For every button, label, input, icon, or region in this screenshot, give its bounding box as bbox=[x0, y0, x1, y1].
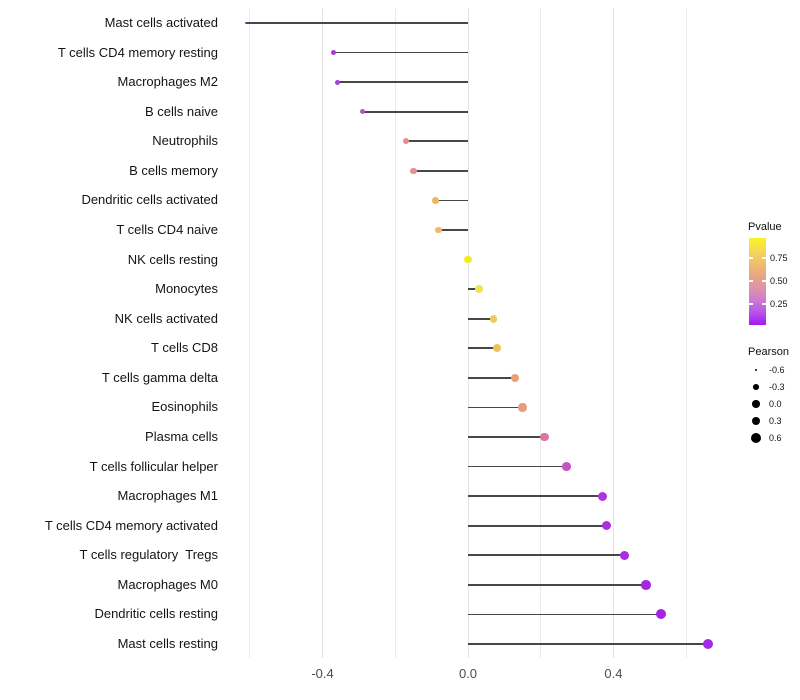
category-label: T cells gamma delta bbox=[101, 369, 218, 385]
lollipop-segment bbox=[468, 288, 479, 290]
category-label: Dendritic cells resting bbox=[94, 606, 218, 622]
category-label: Macrophages M2 bbox=[117, 74, 218, 90]
colorbar-tick bbox=[749, 280, 753, 282]
category-label: NK cells activated bbox=[114, 310, 218, 326]
lollipop-segment bbox=[438, 229, 468, 231]
lollipop-dot bbox=[511, 373, 520, 382]
lollipop-dot bbox=[561, 462, 571, 471]
pvalue-legend-title: Pvalue bbox=[748, 221, 782, 233]
category-label: Monocytes bbox=[155, 281, 218, 297]
lollipop-segment bbox=[333, 51, 468, 54]
pearson-size-dot bbox=[751, 416, 761, 426]
gridline bbox=[249, 8, 251, 658]
lollipop-dot bbox=[540, 432, 549, 442]
gridline bbox=[685, 8, 687, 658]
lollipop-dot bbox=[245, 21, 248, 25]
colorbar-tick bbox=[749, 257, 753, 259]
gridline bbox=[467, 8, 469, 658]
colorbar-tick bbox=[762, 303, 766, 305]
lollipop-segment bbox=[468, 495, 603, 497]
lollipop-dot bbox=[431, 196, 439, 204]
lollipop-dot bbox=[518, 403, 527, 412]
gridline bbox=[540, 8, 542, 658]
pearson-size-label: 0.6 bbox=[769, 433, 782, 443]
pvalue-tick-label: 0.25 bbox=[770, 299, 788, 309]
lollipop-segment bbox=[468, 643, 708, 645]
lollipop-segment bbox=[246, 22, 468, 24]
pvalue-colorbar bbox=[749, 238, 766, 325]
category-label: Plasma cells bbox=[145, 428, 218, 444]
category-label: Mast cells activated bbox=[104, 15, 218, 30]
lollipop-segment bbox=[468, 465, 567, 468]
colorbar-tick bbox=[749, 303, 753, 305]
pearson-size-dot bbox=[750, 432, 762, 444]
lollipop-dot bbox=[702, 638, 714, 650]
lollipop-dot bbox=[334, 79, 340, 85]
lollipop-dot bbox=[330, 50, 336, 56]
category-label: Dendritic cells activated bbox=[81, 192, 218, 208]
colorbar-tick bbox=[762, 257, 766, 259]
lollipop-dot bbox=[489, 314, 498, 323]
lollipop-segment bbox=[468, 347, 498, 350]
lollipop-dot bbox=[435, 226, 443, 234]
lollipop-segment bbox=[468, 377, 516, 379]
category-label: Neutrophils bbox=[152, 133, 218, 149]
category-label: NK cells resting bbox=[127, 251, 218, 267]
gridline bbox=[612, 8, 614, 658]
lollipop-dot bbox=[464, 255, 472, 264]
pearson-size-dot bbox=[753, 384, 759, 390]
x-tick-label: 0.0 bbox=[458, 666, 478, 681]
lollipop-dot bbox=[601, 521, 611, 531]
colorbar-tick bbox=[762, 280, 766, 282]
lollipop-dot bbox=[403, 138, 410, 145]
lollipop-segment bbox=[468, 554, 625, 557]
lollipop-segment bbox=[337, 81, 468, 83]
lollipop-dot bbox=[597, 491, 608, 501]
pearson-size-label: 0.0 bbox=[769, 399, 782, 409]
category-label: T cells regulatory Tregs bbox=[79, 547, 218, 563]
lollipop-dot bbox=[493, 344, 501, 353]
category-label: Macrophages M1 bbox=[117, 488, 218, 504]
pearson-size-label: -0.6 bbox=[769, 365, 785, 375]
x-tick-label: -0.4 bbox=[311, 666, 334, 681]
lollipop-segment bbox=[468, 524, 607, 527]
category-label: T cells follicular helper bbox=[89, 458, 218, 474]
category-label: T cells CD8 bbox=[151, 340, 218, 356]
x-tick-label: 0.4 bbox=[604, 666, 623, 681]
gridline bbox=[394, 8, 396, 658]
lollipop-segment bbox=[406, 140, 468, 143]
pearson-size-dot bbox=[752, 400, 760, 408]
pearson-legend-title: Pearson bbox=[748, 346, 789, 358]
gridline bbox=[322, 8, 324, 658]
category-label: T cells CD4 memory resting bbox=[57, 44, 218, 60]
category-label: Eosinophils bbox=[151, 399, 219, 415]
category-label: B cells naive bbox=[145, 103, 218, 119]
lollipop-dot bbox=[359, 108, 366, 115]
category-label: T cells CD4 memory activated bbox=[44, 517, 218, 533]
lollipop-segment bbox=[413, 170, 468, 172]
pvalue-tick-label: 0.50 bbox=[770, 276, 788, 286]
lollipop-dot bbox=[410, 167, 417, 175]
pearson-size-dot bbox=[754, 368, 758, 372]
lollipop-segment bbox=[468, 613, 661, 616]
lollipop-dot bbox=[475, 285, 483, 293]
lollipop-segment bbox=[468, 436, 545, 438]
lollipop-dot bbox=[655, 609, 666, 620]
category-label: T cells CD4 naive bbox=[116, 221, 218, 237]
lollipop-dot bbox=[619, 550, 630, 560]
pearson-size-label: -0.3 bbox=[769, 382, 785, 392]
pvalue-tick-label: 0.75 bbox=[770, 253, 788, 263]
lollipop-segment bbox=[468, 584, 647, 586]
category-label: Macrophages M0 bbox=[117, 576, 218, 592]
lollipop-segment bbox=[468, 406, 523, 409]
lollipop-segment bbox=[435, 199, 468, 202]
lollipop-segment bbox=[362, 110, 468, 113]
category-label: B cells memory bbox=[129, 162, 218, 178]
lollipop-dot bbox=[641, 579, 651, 590]
pearson-size-label: 0.3 bbox=[769, 416, 782, 426]
category-label: Mast cells resting bbox=[117, 635, 218, 651]
lollipop-segment bbox=[468, 317, 494, 320]
